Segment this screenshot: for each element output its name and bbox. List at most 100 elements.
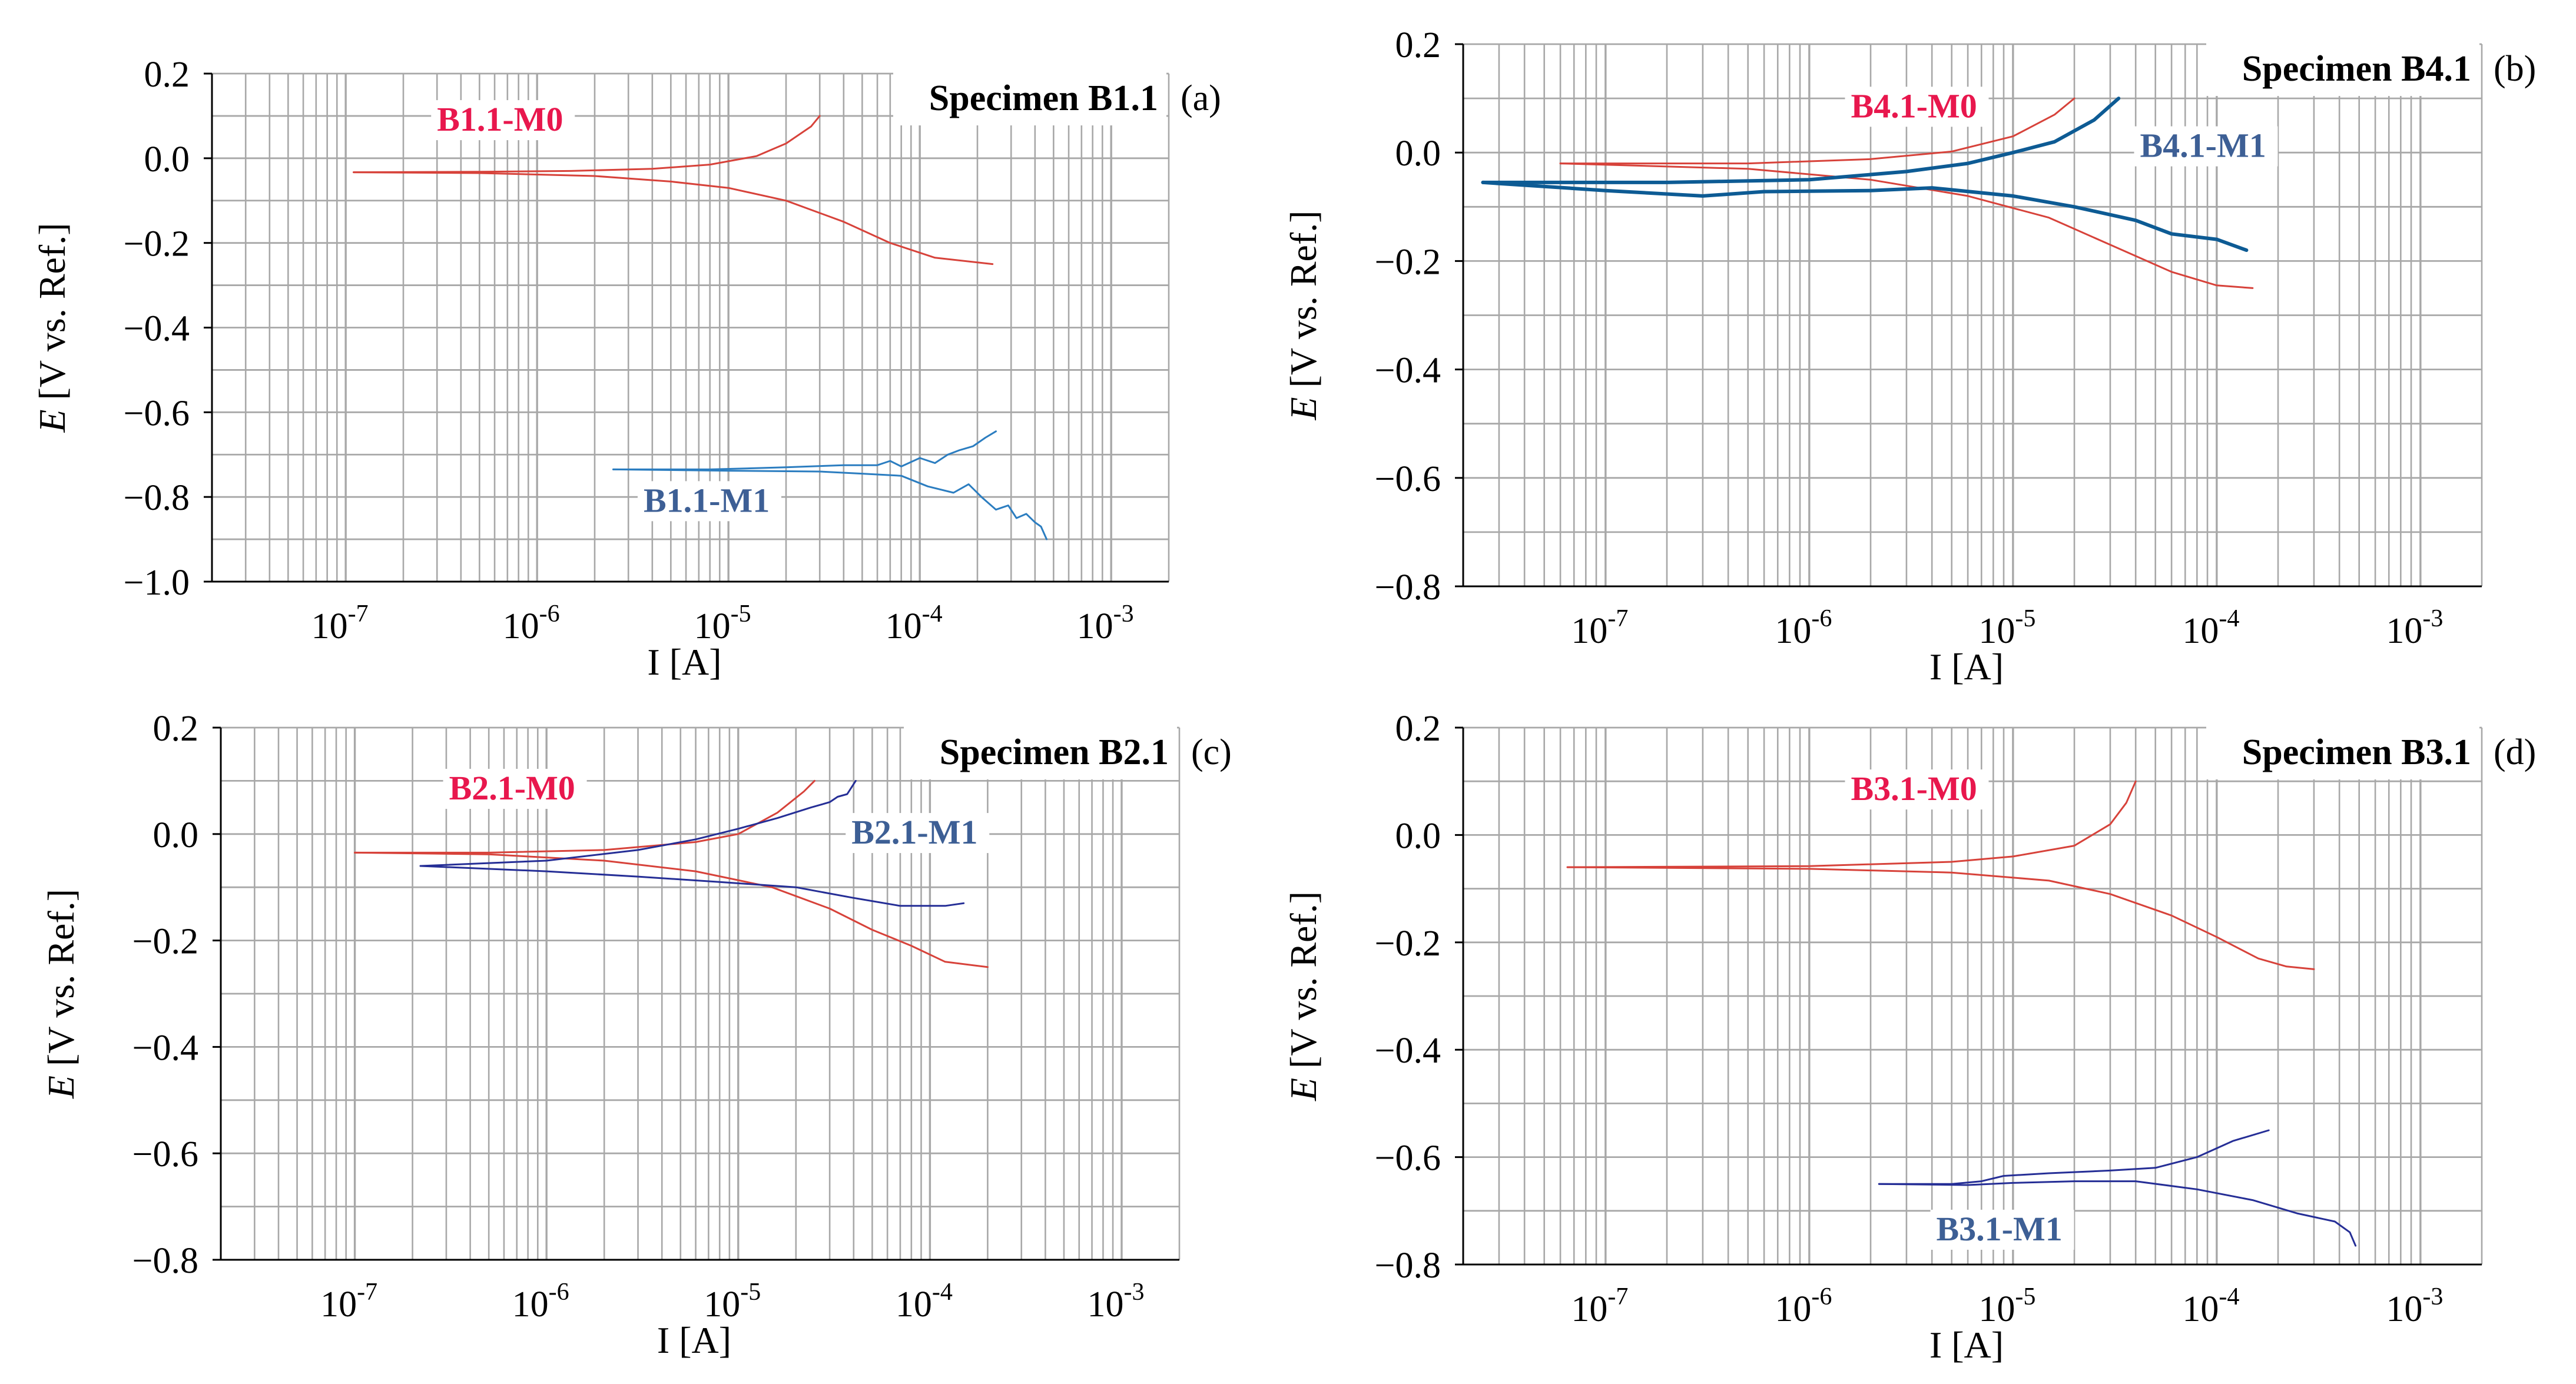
- y-axis-title: E [V vs. Ref.]: [1282, 891, 1324, 1101]
- panel-label: (c): [1191, 732, 1232, 772]
- x-tick-label: 10-5: [1978, 605, 2035, 651]
- series-label: B3.1-M1: [1936, 1210, 2062, 1248]
- y-tick-label: 0.2: [1395, 709, 1441, 749]
- series-B2.1-M1: [419, 779, 965, 907]
- series-label-box: [1930, 1209, 2074, 1250]
- y-tick-label: 0.2: [144, 55, 190, 95]
- y-tick-label: −0.6: [1375, 1139, 1441, 1179]
- title-box: [2206, 725, 2479, 779]
- y-tick-label: −0.6: [124, 393, 190, 433]
- series-label: B2.1-M0: [449, 769, 575, 807]
- x-axis-title: I [A]: [1929, 1324, 2004, 1366]
- x-tick-label: 10-4: [2182, 605, 2239, 651]
- series-label-box: [443, 769, 587, 809]
- x-tick-label: 10-4: [896, 1279, 953, 1325]
- y-tick-label: 0.0: [153, 815, 199, 855]
- title-box: [2206, 42, 2479, 96]
- y-tick-label: −0.2: [1375, 242, 1441, 282]
- y-axis-title: E [V vs. Ref.]: [40, 889, 82, 1099]
- series-B4.1-M0: [1559, 97, 2254, 289]
- x-tick-label: 10-6: [503, 600, 560, 646]
- x-tick-label: 10-4: [886, 600, 943, 646]
- y-tick-label: −0.2: [1375, 924, 1441, 964]
- chart-panel-b: 0.2 0.0 −0.2 −0.4 −0.6 −0.8 10-7 10-6 10-5 10-4 10…: [1282, 25, 2536, 688]
- x-tick-label: 10-3: [1087, 1279, 1144, 1325]
- chart-panel-c: 0.2 0.0 −0.2 −0.4 −0.6 −0.8 10-7 10-6 10-5 10-4 10…: [40, 709, 1232, 1361]
- y-tick-label: −1.0: [124, 563, 190, 603]
- panel-label: (d): [2494, 732, 2536, 772]
- y-tick-label: −0.4: [1375, 1031, 1441, 1071]
- y-tick-label: −0.8: [124, 478, 190, 518]
- series-line: [419, 779, 857, 867]
- y-tick-label: 0.2: [153, 709, 199, 749]
- grid-d: [1462, 726, 2483, 1266]
- y-tick-label: −0.8: [1375, 567, 1441, 608]
- x-tick-label: 10-7: [320, 1279, 377, 1325]
- x-tick-label: 10-4: [2182, 1283, 2239, 1329]
- y-axis-title: E [V vs. Ref.]: [1282, 210, 1324, 420]
- series-label: B2.1-M1: [851, 813, 977, 851]
- x-axis-title: I [A]: [1929, 646, 2004, 688]
- series-label-box: [846, 813, 990, 854]
- series-line: [354, 851, 989, 968]
- y-tick-label: −0.8: [132, 1241, 198, 1281]
- x-tick-label: 10-6: [1775, 1283, 1832, 1329]
- panel-label: (a): [1181, 78, 1221, 118]
- title-box: [893, 71, 1166, 125]
- series-label-box: [637, 481, 781, 522]
- x-tick-label: 10-6: [512, 1279, 569, 1325]
- x-tick-label: 10-7: [1571, 605, 1628, 651]
- series-line: [1878, 1180, 2357, 1247]
- chart-title: Specimen B2.1: [940, 732, 1169, 772]
- x-tick-label: 10-3: [2386, 1283, 2443, 1329]
- series-line: [1566, 866, 2315, 970]
- chart-panel-a: 0.2 0.0 −0.2 −0.4 −0.6 −0.8 −1.0 10-7 10-6 10-5 10…: [31, 55, 1221, 683]
- series-label: B1.1-M0: [437, 100, 563, 138]
- chart-title: Specimen B1.1: [929, 78, 1158, 118]
- x-tick-label: 10-6: [1775, 605, 1832, 651]
- y-tick-label: 0.2: [1395, 25, 1441, 65]
- x-axis-title: I [A]: [657, 1319, 731, 1361]
- series-line: [1559, 97, 2076, 165]
- panel-label: (b): [2494, 49, 2536, 89]
- y-tick-label: −0.6: [1375, 459, 1441, 499]
- y-tick-label: −0.2: [132, 922, 198, 962]
- x-tick-label: 10-5: [1978, 1283, 2035, 1329]
- grid-c: [220, 726, 1181, 1261]
- y-tick-label: 0.0: [1395, 816, 1441, 856]
- series-line: [419, 865, 965, 907]
- series-B4.1-M1: [1481, 97, 2249, 252]
- x-tick-label: 10-7: [311, 600, 369, 646]
- series-B1.1-M0: [353, 115, 994, 265]
- y-tick-label: −0.8: [1375, 1246, 1441, 1286]
- chart-title: Specimen B3.1: [2242, 732, 2471, 772]
- x-tick-label: 10-3: [1077, 600, 1134, 646]
- series-B3.1-M0: [1566, 780, 2315, 970]
- series-line: [612, 430, 997, 470]
- chart-panel-d: 0.2 0.0 −0.2 −0.4 −0.6 −0.8 10-7 10-6 10-5 10-4 10…: [1282, 709, 2536, 1366]
- y-tick-label: −0.6: [132, 1134, 198, 1174]
- series-line: [1481, 180, 2249, 252]
- series-line: [354, 779, 815, 854]
- y-tick-label: −0.2: [124, 224, 190, 264]
- series-label: B1.1-M1: [644, 481, 770, 519]
- series-B3.1-M1: [1878, 1129, 2357, 1247]
- x-tick-label: 10-7: [1571, 1283, 1628, 1329]
- series-line: [1878, 1129, 2270, 1185]
- series-line: [1566, 780, 2137, 868]
- series-line: [612, 468, 1048, 540]
- y-tick-label: −0.4: [132, 1028, 198, 1068]
- y-axis-title: E [V vs. Ref.]: [31, 223, 73, 433]
- title-box: [904, 725, 1177, 779]
- series-label-box: [2134, 126, 2278, 167]
- series-B2.1-M0: [354, 779, 989, 968]
- y-tick-label: −0.4: [1375, 351, 1441, 391]
- series-label: B4.1-M1: [2140, 127, 2266, 165]
- y-tick-label: −0.4: [124, 309, 190, 349]
- series-line: [353, 171, 994, 265]
- series-line: [353, 115, 821, 174]
- y-tick-label: 0.0: [1395, 134, 1441, 174]
- x-tick-label: 10-5: [694, 600, 751, 646]
- x-axis-title: I [A]: [647, 641, 721, 683]
